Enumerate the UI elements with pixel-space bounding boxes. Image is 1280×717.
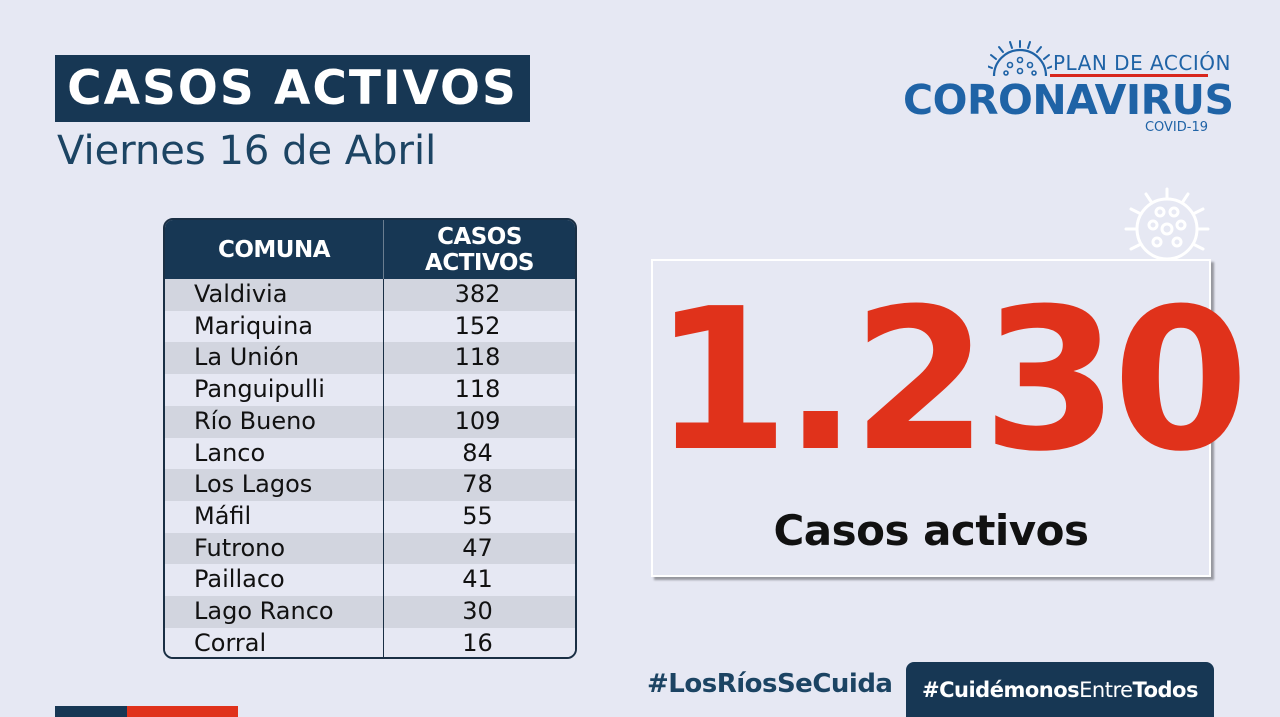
hashtag-campaign-part1: #Cuidémonos: [922, 677, 1080, 702]
total-cases-panel: 1.230 Casos activos: [651, 259, 1249, 577]
table-row: Paillaco 41: [165, 564, 575, 597]
comuna-cell: Lago Ranco: [165, 596, 384, 628]
casos-cell: 30: [383, 596, 575, 628]
casos-cell: 118: [383, 374, 575, 406]
table-row: Río Bueno 109: [165, 405, 575, 438]
total-cases-label: Casos activos: [773, 506, 1089, 555]
table-row: Valdivia 382: [165, 279, 575, 311]
footer-bar-blue: [55, 706, 127, 717]
table-row: Futrono 47: [165, 532, 575, 565]
virus-icon: [988, 40, 1052, 77]
table-row: La Unión 118: [165, 342, 575, 375]
table-row: Máfil 55: [165, 500, 575, 533]
comuna-cell: Lanco: [165, 437, 384, 470]
comuna-cell: Valdivia: [165, 279, 384, 311]
comuna-cell: La Unión: [165, 342, 384, 375]
logo-divider: [1050, 74, 1208, 77]
hashtag-campaign: #Cuidémonos Entre Todos: [906, 662, 1214, 717]
cases-table: COMUNA CASOS ACTIVOS Valdivia 382 Mariqui…: [163, 218, 577, 659]
hashtag-region: #LosRíosSeCuida: [647, 669, 893, 699]
logo-subtext: COVID-19: [1144, 120, 1208, 135]
casos-cell: 152: [383, 310, 575, 343]
table-row: Corral 16: [165, 627, 575, 657]
casos-cell: 118: [383, 342, 575, 375]
table-row: Lago Ranco 30: [165, 596, 575, 628]
column-header-casos: CASOS ACTIVOS: [383, 220, 575, 279]
table-row: Los Lagos 78: [165, 469, 575, 501]
casos-cell: 16: [383, 627, 575, 657]
column-header-comuna: COMUNA: [165, 220, 384, 279]
casos-cell: 47: [383, 532, 575, 565]
total-cases-value: 1.230: [653, 267, 1249, 495]
virus-decoration-icon: [1124, 187, 1210, 261]
comuna-cell: Futrono: [165, 532, 384, 565]
comuna-cell: Máfil: [165, 500, 384, 533]
comuna-cell: Corral: [165, 627, 384, 657]
casos-cell: 84: [383, 437, 575, 470]
comuna-cell: Los Lagos: [165, 469, 384, 501]
coronavirus-plan-logo: PLAN DE ACCIÓN CORONAVIRUS COVID-19: [900, 38, 1234, 138]
casos-cell: 109: [383, 405, 575, 438]
table-header-row: COMUNA CASOS ACTIVOS: [165, 220, 575, 279]
comuna-cell: Panguipulli: [165, 374, 384, 406]
date-subtitle: Viernes 16 de Abril: [57, 128, 437, 174]
page-title: CASOS ACTIVOS: [55, 55, 530, 122]
logo-plan-text: PLAN DE ACCIÓN: [1053, 51, 1231, 75]
hashtag-campaign-part2: Entre: [1079, 677, 1133, 702]
footer-bar-red: [127, 706, 238, 717]
comuna-cell: Río Bueno: [165, 405, 384, 438]
comuna-cell: Paillaco: [165, 564, 384, 597]
casos-cell: 41: [383, 564, 575, 597]
casos-cell: 382: [383, 279, 575, 311]
hashtag-campaign-part3: Todos: [1132, 677, 1199, 702]
comuna-cell: Mariquina: [165, 310, 384, 343]
table-row: Mariquina 152: [165, 310, 575, 343]
logo-name: CORONAVIRUS: [903, 76, 1234, 124]
casos-cell: 78: [383, 469, 575, 501]
casos-cell: 55: [383, 500, 575, 533]
table-row: Panguipulli 118: [165, 374, 575, 406]
table-row: Lanco 84: [165, 437, 575, 470]
